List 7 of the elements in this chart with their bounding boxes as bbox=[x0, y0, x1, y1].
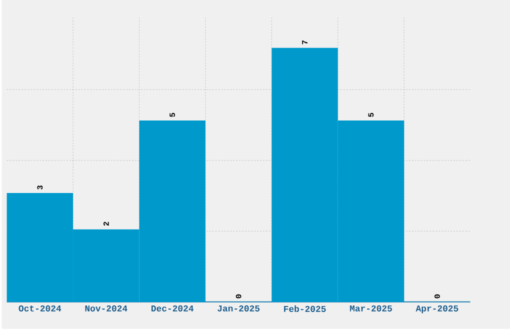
x-tick-label: Feb-2025 bbox=[284, 306, 326, 312]
x-tick-label: Dec-2024 bbox=[151, 306, 194, 312]
x-tick-label: Oct-2024 bbox=[18, 306, 62, 312]
x-tick-label: Apr-2025 bbox=[416, 306, 458, 314]
x-tick-label: Mar-2025 bbox=[350, 306, 392, 312]
x-tick-label: Nov-2024 bbox=[85, 306, 128, 312]
x-tick-label: Jan-2025 bbox=[218, 306, 260, 312]
